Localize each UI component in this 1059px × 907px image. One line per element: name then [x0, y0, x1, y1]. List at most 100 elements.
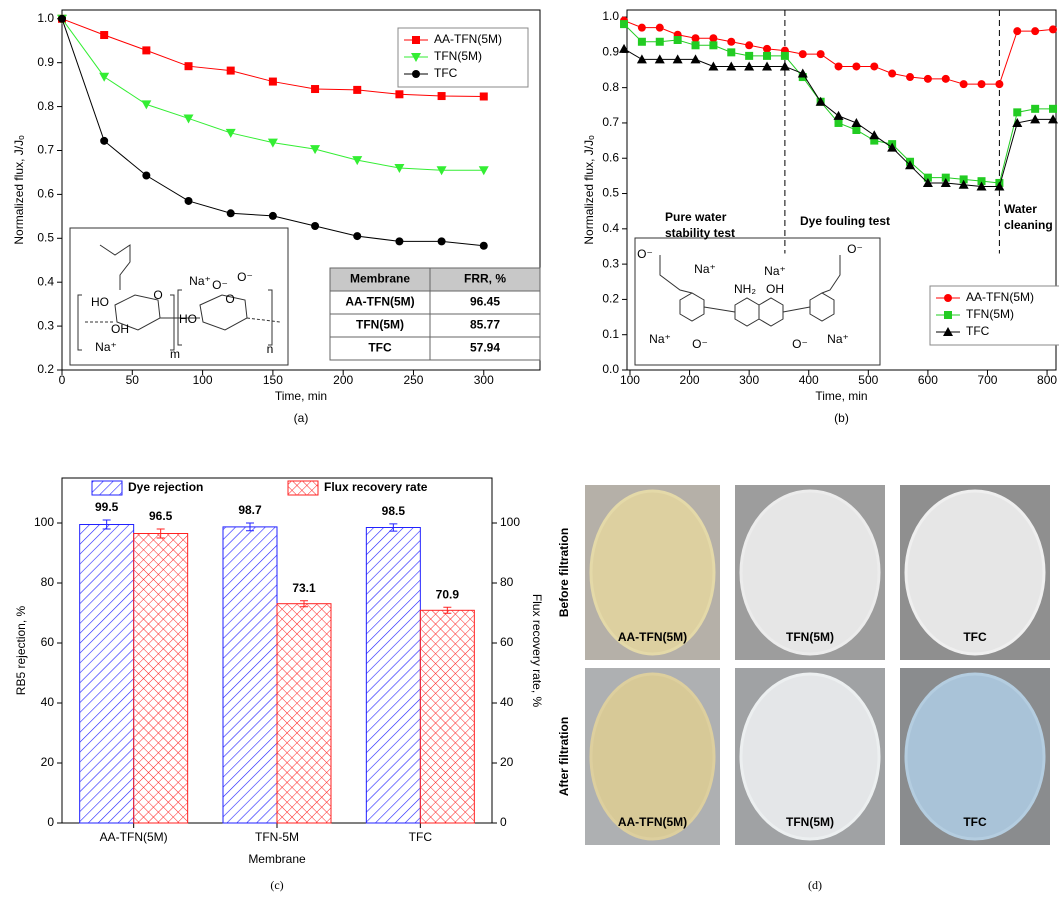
- legend-label: AA-TFN(5M): [966, 290, 1034, 304]
- y-tick-label: 0.5: [37, 230, 54, 244]
- structure-label: HO: [91, 295, 109, 309]
- y-tick-label: 0.4: [602, 221, 619, 235]
- series-line: [624, 24, 1053, 183]
- row-label: After filtration: [557, 717, 571, 796]
- table-text: 57.94: [470, 341, 500, 355]
- y-tick-label: 0: [500, 815, 507, 829]
- y-axis-label: Normalized flux, J/Jₒ: [582, 135, 596, 245]
- marker: [353, 232, 361, 240]
- marker: [745, 41, 753, 49]
- marker: [888, 70, 896, 78]
- y-tick-label: 0.2: [602, 292, 619, 306]
- table-text: Membrane: [350, 272, 410, 286]
- marker: [412, 70, 420, 78]
- structure-label: OH: [766, 282, 784, 296]
- value-label: 99.5: [95, 500, 119, 514]
- y2-axis-label: Flux recovery rate, %: [530, 594, 544, 708]
- y-tick-label: 0.8: [37, 99, 54, 113]
- marker: [480, 92, 488, 100]
- marker: [1013, 27, 1021, 35]
- marker: [692, 41, 700, 49]
- legend-label: TFN(5M): [966, 307, 1014, 321]
- marker: [960, 80, 968, 88]
- x-tick-label: 800: [1037, 373, 1057, 387]
- marker: [142, 172, 150, 180]
- marker: [1049, 105, 1057, 113]
- series-line: [624, 21, 1053, 85]
- marker: [781, 52, 789, 60]
- marker: [1031, 27, 1039, 35]
- y-tick-label: 0.3: [37, 318, 54, 332]
- y-tick-label: 40: [41, 695, 55, 709]
- table-text: FRR, %: [464, 272, 506, 286]
- x-axis-label: Membrane: [248, 852, 306, 866]
- marker: [745, 52, 753, 60]
- x-tick-label: 250: [403, 373, 423, 387]
- marker: [870, 62, 878, 70]
- x-tick-label: TFC: [409, 830, 433, 844]
- marker: [142, 46, 150, 54]
- y-tick-label: 1.0: [602, 9, 619, 23]
- panel-label: (a): [294, 411, 309, 425]
- structure-label: Na⁺: [649, 332, 671, 346]
- marker: [851, 118, 861, 127]
- marker: [619, 44, 629, 53]
- panel-label: (d): [808, 878, 822, 892]
- x-tick-label: 700: [977, 373, 997, 387]
- marker: [944, 294, 952, 302]
- marker: [480, 242, 488, 250]
- structure-label: Na⁺: [694, 262, 716, 276]
- y-tick-label: 1.0: [37, 11, 54, 25]
- marker: [395, 90, 403, 98]
- y-axis-label: Normalized flux, J/Jₒ: [12, 135, 26, 245]
- y-tick-label: 20: [41, 755, 55, 769]
- marker: [99, 73, 109, 82]
- marker: [1049, 25, 1057, 33]
- legend-label: Flux recovery rate: [324, 480, 428, 494]
- value-label: 96.5: [149, 509, 173, 523]
- marker: [269, 212, 277, 220]
- marker: [835, 62, 843, 70]
- y-tick-label: 0.2: [37, 362, 54, 376]
- y-tick-label: 80: [41, 575, 55, 589]
- page: {"chart_data": [ {"type": "line", "label…: [0, 0, 1059, 907]
- table-text: TFC: [368, 341, 392, 355]
- y-tick-label: 0.7: [37, 143, 54, 157]
- marker: [1013, 108, 1021, 116]
- structure-label: Na⁺: [827, 332, 849, 346]
- marker: [924, 75, 932, 83]
- x-tick-label: 300: [739, 373, 759, 387]
- y-tick-label: 0.6: [37, 187, 54, 201]
- legend-label: AA-TFN(5M): [434, 32, 502, 46]
- marker: [834, 111, 844, 120]
- annotation: Pure water: [665, 210, 727, 224]
- legend-swatch: [92, 481, 122, 495]
- structure-label: O⁻: [237, 270, 253, 284]
- marker: [799, 50, 807, 58]
- x-tick-label: 50: [126, 373, 140, 387]
- panel-label: (b): [834, 411, 849, 425]
- y-tick-label: 100: [500, 515, 520, 529]
- structure-label: NH₂: [734, 282, 756, 296]
- marker: [942, 75, 950, 83]
- marker: [638, 24, 646, 32]
- y-tick-label: 0.6: [602, 150, 619, 164]
- x-axis-label: Time, min: [815, 389, 867, 403]
- x-tick-label: 600: [918, 373, 938, 387]
- y-tick-label: 20: [500, 755, 514, 769]
- y-tick-label: 0.1: [602, 327, 619, 341]
- x-tick-label: 150: [263, 373, 283, 387]
- marker: [978, 80, 986, 88]
- bar: [223, 527, 277, 823]
- value-label: 73.1: [292, 581, 316, 595]
- x-tick-label: 400: [799, 373, 819, 387]
- marker: [58, 15, 66, 23]
- y-tick-label: 0.7: [602, 115, 619, 129]
- marker: [656, 24, 664, 32]
- structure-label: Na⁺: [189, 274, 211, 288]
- marker: [692, 34, 700, 42]
- marker: [311, 222, 319, 230]
- structure-label: O⁻: [212, 278, 228, 292]
- annotation: cleaning: [1004, 218, 1053, 232]
- marker: [852, 62, 860, 70]
